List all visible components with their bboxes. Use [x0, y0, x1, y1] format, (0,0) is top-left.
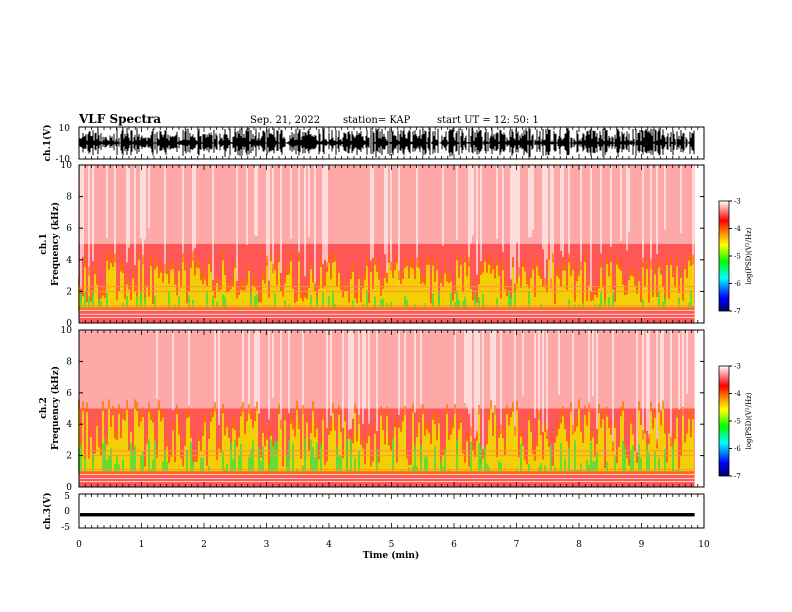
time-tick-label: 0 — [76, 540, 82, 550]
ch2-frequency-label: Frequency (kHz) — [50, 366, 61, 450]
time-tick-label: 3 — [264, 540, 270, 550]
freq-tick-label: 6 — [66, 389, 72, 399]
ch2-colorbar-scale — [718, 365, 730, 477]
freq-tick-label: 10 — [61, 161, 73, 171]
freq-tick-label: 4 — [66, 256, 72, 266]
time-tick-label: 2 — [201, 540, 207, 550]
ch1-waveform-line — [79, 127, 695, 158]
time-tick-label: 5 — [389, 540, 395, 550]
ch1-waveform-ylabel: ch.1(V) — [42, 125, 53, 162]
figure-title: VLF Spectra — [78, 112, 161, 126]
freq-tick-label: 2 — [66, 287, 72, 297]
freq-tick-label: 8 — [66, 193, 72, 203]
colorbar-tick-label: -6 — [734, 445, 741, 453]
colorbar-tick-label: -5 — [734, 253, 741, 261]
time-tick-label: 1 — [139, 540, 145, 550]
freq-tick-label: 0 — [66, 319, 72, 329]
time-tick-label: 4 — [326, 540, 332, 550]
header-station: station= KAP — [343, 115, 411, 126]
ch1-colorbar-label: log(PSD)(V²/Hz) — [745, 227, 753, 284]
time-tick-label: 6 — [451, 540, 457, 550]
time-axis-ticks: 0 1 2 3 4 5 6 7 8 9 10 — [76, 127, 710, 550]
freq-tick-label: 4 — [66, 420, 72, 430]
ch1-colorbar-scale — [718, 200, 730, 312]
time-axis-label: Time (min) — [363, 550, 420, 561]
ch1-frequency-label: Frequency (kHz) — [50, 202, 61, 286]
time-tick-label: 7 — [514, 540, 520, 550]
freq-tick-label: 6 — [66, 224, 72, 234]
freq-tick-label: 8 — [66, 357, 72, 367]
spectrogram-gaps — [80, 165, 694, 292]
colorbar-tick-label: -4 — [734, 225, 741, 233]
ch1-waveform-trace — [79, 127, 695, 158]
ch2-colorbar: -3 -4 -5 -6 -7 log(PSD)(V²/Hz) — [718, 363, 753, 481]
freq-tick-label: 2 — [66, 452, 72, 462]
colorbar-tick-label: -3 — [734, 198, 741, 206]
ch1-channel-label: ch.1 — [39, 233, 49, 254]
time-tick-label: 9 — [639, 540, 645, 550]
time-tick-label: 8 — [576, 540, 582, 550]
ch3-ytick-top: 5 — [64, 492, 70, 502]
header-date: Sep. 21, 2022 — [250, 115, 320, 126]
freq-tick-label: 0 — [66, 483, 72, 493]
spectrogram-gaps — [156, 330, 688, 455]
ch2-channel-label: ch.2 — [39, 397, 49, 418]
ch3-ytick-bottom: -5 — [61, 523, 70, 533]
ch1-spectrogram-image — [78, 165, 695, 323]
ch2-spectrogram-image — [78, 330, 695, 487]
ch2-colorbar-label: log(PSD)(V²/Hz) — [745, 392, 753, 449]
colorbar-tick-label: -3 — [734, 363, 741, 371]
colorbar-tick-label: -7 — [734, 473, 741, 481]
ch1-ytick-bottom: -10 — [56, 155, 71, 165]
colorbar-tick-label: -4 — [734, 390, 741, 398]
ch3-waveform-ylabel: ch.3(V) — [42, 493, 53, 530]
ch1-ytick-top: 10 — [59, 124, 71, 134]
colorbar-tick-label: -5 — [734, 418, 741, 426]
ch1-freq-ticks: 0 2 4 6 8 10 — [61, 161, 704, 329]
time-tick-label: 10 — [698, 540, 710, 550]
ch1-colorbar: -3 -4 -5 -6 -7 log(PSD)(V²/Hz) — [718, 198, 753, 316]
ch3-waveform-panel: 5 0 -5 ch.3(V) 0 1 2 3 4 5 6 7 8 9 10 Time (min) — [42, 127, 710, 561]
colorbar-tick-label: -6 — [734, 280, 741, 288]
ch3-waveform-trace — [80, 513, 695, 517]
header-start-time: start UT = 12: 50: 1 — [437, 115, 539, 126]
ch1-spectrogram-panel: 0 2 4 6 8 10 ch.1 Frequency (kHz) -3 -4 -5 -6 -7 … — [39, 161, 753, 329]
ch2-freq-ticks: 0 2 4 6 8 10 — [61, 326, 704, 493]
ch3-ytick-mid: 0 — [64, 507, 70, 517]
ch3-waveform-frame — [78, 493, 705, 529]
freq-tick-label: 10 — [61, 326, 73, 336]
colorbar-tick-label: -7 — [734, 308, 741, 316]
ch3-waveform-band — [80, 513, 695, 517]
ch2-spectrogram-panel: 0 2 4 6 8 10 ch.2 Frequency (kHz) -3 -4 -5 -6 -7 … — [39, 326, 753, 493]
